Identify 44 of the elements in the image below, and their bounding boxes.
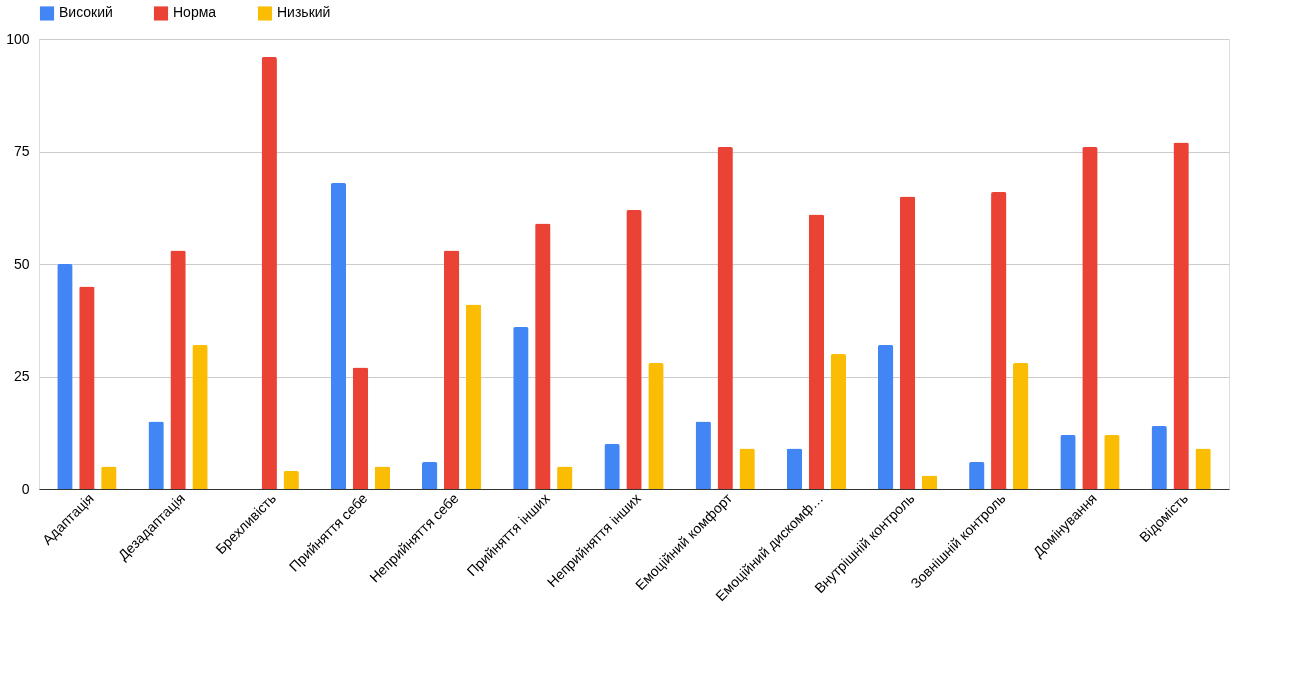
bar — [535, 223, 551, 489]
bar — [604, 444, 620, 489]
bar — [648, 363, 664, 489]
bar — [1104, 435, 1120, 489]
bar — [261, 57, 277, 489]
bar — [626, 210, 642, 489]
bar — [1151, 426, 1167, 489]
bar — [79, 286, 95, 489]
bar — [695, 421, 711, 489]
bar — [352, 367, 369, 489]
bar — [443, 250, 460, 489]
bar — [830, 354, 847, 489]
bar — [192, 345, 208, 489]
legend-label: Низький — [277, 4, 331, 21]
bar — [1195, 448, 1211, 489]
bar — [969, 462, 985, 489]
y-tick-label: 75 — [13, 143, 30, 159]
bar — [283, 471, 299, 489]
bar — [786, 448, 803, 489]
bar — [921, 475, 938, 489]
y-tick-label: 50 — [13, 255, 30, 272]
bar — [513, 327, 529, 489]
bar — [1173, 142, 1189, 489]
legend-label: Норма — [173, 4, 217, 21]
y-tick-label: 0 — [21, 480, 30, 497]
bar — [1060, 435, 1076, 489]
bar — [330, 183, 347, 489]
bar — [717, 147, 733, 489]
bar — [57, 264, 73, 489]
y-tick-label: 100 — [6, 30, 30, 47]
bar — [465, 304, 482, 489]
bar — [1082, 147, 1098, 489]
bar — [808, 214, 825, 489]
bar — [374, 466, 391, 489]
bar — [1013, 363, 1029, 489]
bar — [991, 192, 1007, 489]
legend-label: Високий — [59, 4, 113, 21]
bar — [877, 345, 894, 489]
bar — [421, 462, 438, 489]
bar — [170, 250, 186, 489]
y-tick-label: 25 — [13, 368, 30, 384]
bar — [739, 448, 755, 489]
bar — [899, 196, 916, 489]
bar — [148, 421, 164, 489]
